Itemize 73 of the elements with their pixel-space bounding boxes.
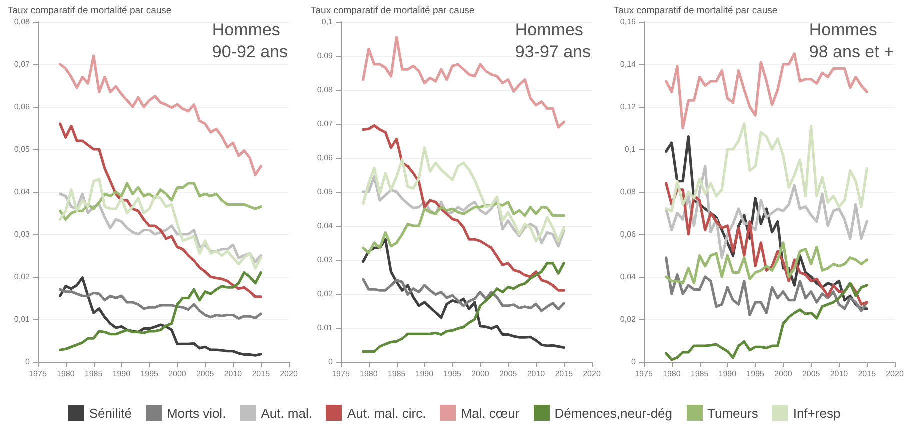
x-tick-label: 2015 (858, 370, 877, 378)
x-tick-label: 2010 (224, 370, 243, 378)
x-tick-label: 2010 (830, 370, 849, 378)
y-tick-label: 0,1 (624, 145, 637, 154)
x-tick-label: 1985 (690, 370, 710, 378)
legend-label: Aut. mal. (261, 406, 312, 420)
y-tick-label: 0,14 (620, 60, 637, 69)
y-tick-label: 0,04 (14, 188, 31, 196)
y-tick-label: 0,09 (317, 52, 334, 60)
legend-label: Morts viol. (166, 406, 226, 420)
x-tick-label: 1975 (332, 370, 350, 378)
y-tick-label: 0,12 (620, 102, 637, 112)
y-tick-label: 0,05 (317, 188, 334, 196)
legend-label: Mal. cœur (461, 406, 520, 420)
y-tick-label: 0 (26, 358, 31, 366)
text: Hommes 93-97 ans (515, 20, 592, 62)
x-tick-label: 2015 (252, 370, 271, 378)
y-tick-label: 0,1 (322, 18, 334, 26)
y-tick-label: 0,06 (14, 102, 31, 112)
x-tick-label: 1995 (140, 370, 160, 378)
x-tick-label: 1985 (84, 370, 104, 378)
x-tick-label: 2000 (472, 370, 490, 378)
x-tick-label: 1975 (635, 370, 654, 378)
y-axis-title: Taux comparatif de mortalité par cause (614, 6, 778, 16)
x-tick-label: 2000 (774, 370, 793, 378)
x-tick-label: 2000 (168, 370, 187, 378)
y-tick-label: 0,07 (317, 120, 334, 128)
y-tick-label: 0,07 (14, 60, 31, 69)
legend-label: Tumeurs (708, 406, 758, 420)
text: Hommes 90-92 ans (212, 20, 288, 62)
x-tick-label: 2005 (196, 370, 215, 378)
x-tick-label: 1995 (746, 370, 766, 378)
x-tick-label: 2020 (280, 370, 298, 378)
text: Hommes 98 ans et + (809, 20, 894, 62)
x-tick-label: 1980 (360, 370, 378, 378)
legend-label: Inf+resp (793, 406, 841, 420)
x-tick-label: 1980 (56, 370, 76, 378)
x-tick-label: 1990 (112, 370, 132, 378)
y-tick-label: 0,03 (317, 256, 334, 264)
x-tick-label: 2020 (886, 370, 904, 378)
x-tick-label: 1985 (388, 370, 406, 378)
y-tick-label: 0 (328, 358, 334, 366)
y-tick-label: 0,08 (14, 18, 31, 26)
x-tick-label: 2005 (499, 370, 518, 378)
x-tick-label: 1995 (444, 370, 462, 378)
y-tick-label: 0,08 (620, 188, 637, 196)
y-tick-label: 0,04 (317, 222, 334, 230)
y-tick-label: 0,06 (620, 230, 637, 239)
y-tick-label: 0,02 (620, 315, 637, 324)
y-tick-label: 0,02 (14, 272, 31, 282)
x-tick-label: 1990 (416, 370, 434, 378)
legend-label: Sénilité (89, 406, 132, 420)
y-tick-label: 0,01 (317, 324, 334, 332)
x-tick-label: 2020 (583, 370, 602, 378)
legend-label: Aut. mal. circ. (347, 406, 426, 420)
x-tick-label: 1980 (662, 370, 682, 378)
y-tick-label: 0,03 (14, 230, 31, 239)
y-tick-label: 0,02 (317, 290, 334, 298)
y-tick-label: 0,05 (14, 145, 31, 154)
y-axis-title: Taux comparatif de mortalité par cause (311, 6, 475, 16)
y-tick-label: 0 (632, 358, 637, 366)
y-tick-label: 0,01 (14, 315, 31, 324)
x-tick-label: 1990 (718, 370, 738, 378)
x-tick-label: 2015 (555, 370, 574, 378)
x-tick-label: 2005 (802, 370, 821, 378)
y-tick-label: 0,04 (620, 272, 637, 282)
y-tick-label: 0,08 (317, 86, 334, 94)
y-axis-title: Taux comparatif de mortalité par cause (8, 6, 172, 16)
y-tick-label: 0,16 (620, 18, 637, 26)
y-tick-label: 0,06 (317, 154, 334, 162)
x-tick-label: 2010 (527, 370, 546, 378)
x-tick-label: 1975 (29, 370, 48, 378)
legend-label: Démences,neur-dég (554, 406, 673, 420)
